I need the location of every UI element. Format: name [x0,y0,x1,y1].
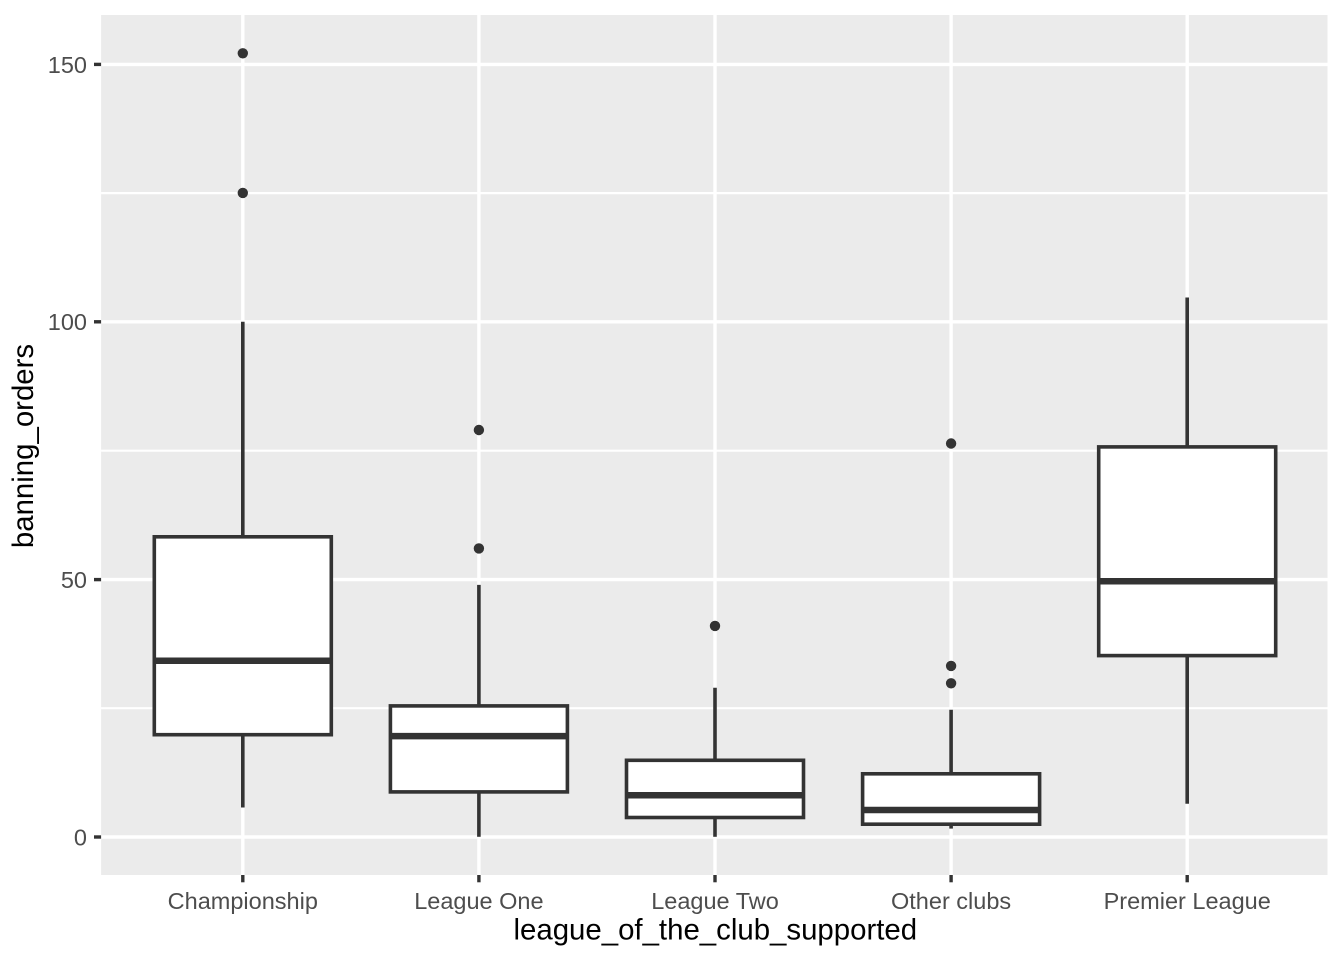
svg-text:Premier League: Premier League [1104,888,1271,914]
svg-text:banning_orders: banning_orders [7,344,40,548]
svg-text:150: 150 [48,52,87,78]
svg-text:0: 0 [74,824,87,850]
svg-text:league_of_the_club_supported: league_of_the_club_supported [513,914,917,947]
svg-text:100: 100 [48,309,87,335]
svg-text:Championship: Championship [168,888,318,914]
svg-text:League One: League One [414,888,543,914]
svg-text:Other clubs: Other clubs [891,888,1011,914]
svg-text:League Two: League Two [651,888,779,914]
svg-text:50: 50 [61,567,87,593]
